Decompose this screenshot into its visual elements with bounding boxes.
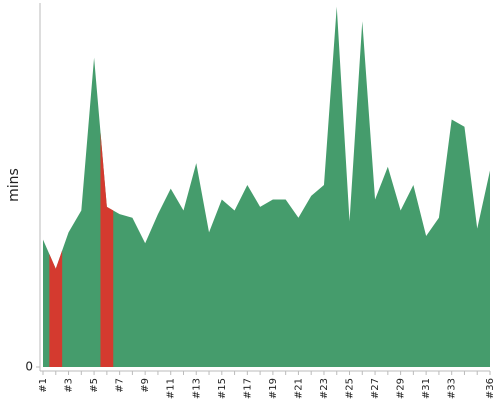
x-tick-label: #7 bbox=[115, 378, 126, 393]
x-tick-label: #19 bbox=[268, 378, 279, 399]
highlight-area bbox=[49, 250, 63, 367]
x-tick-label: #29 bbox=[396, 378, 407, 399]
x-tick-label: #1 bbox=[38, 378, 49, 393]
x-tick-label: #3 bbox=[64, 378, 75, 393]
x-tick-label: #36 bbox=[485, 378, 496, 399]
x-tick-label: #15 bbox=[217, 378, 228, 399]
x-tick-label: #11 bbox=[166, 378, 177, 399]
x-tick-label: #27 bbox=[370, 378, 381, 399]
y-axis-label: mins bbox=[6, 168, 22, 202]
x-tick-label: #23 bbox=[319, 378, 330, 399]
y-tick-label: 0 bbox=[25, 360, 33, 374]
x-tick-label: #21 bbox=[293, 378, 304, 399]
x-tick-label: #5 bbox=[89, 378, 100, 393]
x-tick-label: #17 bbox=[242, 378, 253, 399]
area bbox=[43, 6, 490, 367]
x-tick-label: #13 bbox=[191, 378, 202, 399]
x-tick-label: #33 bbox=[447, 378, 458, 399]
x-tick-label: #25 bbox=[345, 378, 356, 399]
highlight-area bbox=[100, 132, 114, 367]
x-tick-label: #9 bbox=[140, 378, 151, 393]
x-tick-label: #31 bbox=[421, 378, 432, 399]
